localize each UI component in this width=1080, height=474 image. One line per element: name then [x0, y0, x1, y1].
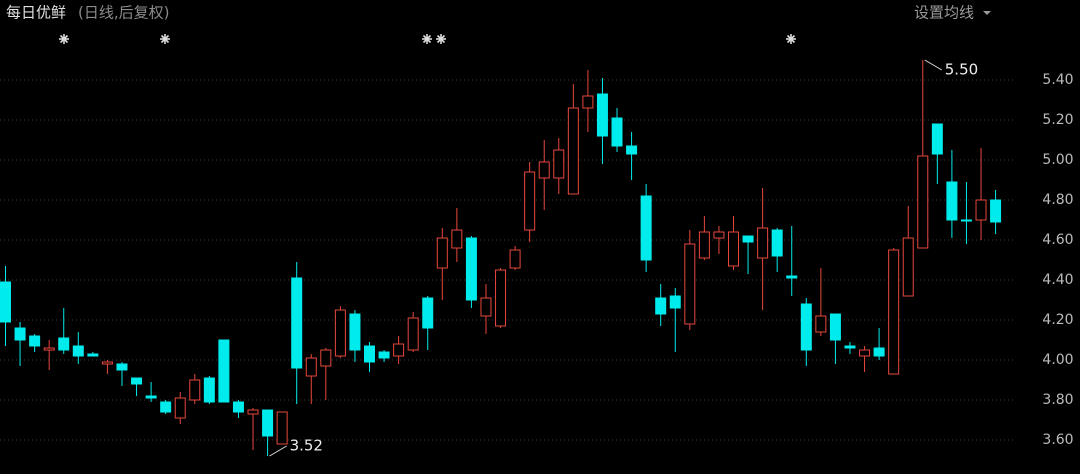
- y-tick-label: 4.60: [1042, 232, 1073, 248]
- candle-body: [203, 377, 215, 403]
- candle-body: [262, 409, 274, 437]
- candle-body: [698, 231, 710, 259]
- candle-body: [553, 149, 565, 179]
- candle-body: [393, 343, 405, 357]
- candle-body: [655, 297, 667, 315]
- candle-body: [582, 95, 594, 109]
- event-marker: [58, 33, 70, 45]
- candle-body: [538, 161, 550, 179]
- dropdown-arrow[interactable]: [983, 11, 991, 15]
- candle-body: [728, 231, 739, 267]
- annotation-label: 3.52: [290, 437, 323, 455]
- candle-body: [14, 327, 26, 341]
- candle-body: [931, 123, 943, 155]
- event-marker: [435, 33, 447, 45]
- candle-body: [29, 335, 41, 347]
- candle-body: [873, 347, 885, 357]
- candle-body: [72, 345, 84, 357]
- candle-body: [626, 145, 638, 155]
- candle-body: [349, 313, 361, 351]
- y-tick-label: 4.20: [1042, 312, 1073, 328]
- candle-body: [815, 315, 827, 333]
- candle-body: [480, 297, 492, 317]
- y-tick-label: 4.00: [1042, 352, 1073, 368]
- candle-body: [524, 171, 536, 231]
- candle-body: [946, 181, 958, 221]
- candle-body: [960, 219, 972, 222]
- ma-button[interactable]: 设置均线: [914, 4, 974, 22]
- candle-body: [567, 107, 579, 195]
- chart-subtitle: (日线,后复权): [78, 4, 169, 22]
- candle-body: [305, 357, 317, 377]
- candle-body: [58, 337, 70, 351]
- candle-body: [465, 237, 477, 301]
- candle-body: [451, 229, 463, 249]
- candle-body: [189, 379, 201, 401]
- candle-body: [640, 195, 652, 261]
- y-tick-label: 5.40: [1042, 72, 1073, 88]
- y-tick-label: 5.20: [1042, 112, 1073, 128]
- candle-body: [0, 281, 11, 323]
- candle-body: [859, 349, 871, 357]
- candle-body: [160, 401, 172, 413]
- candle-body: [844, 345, 856, 349]
- candle-body: [684, 243, 696, 325]
- chart-title: 每日优鲜: [6, 4, 66, 22]
- candle-body: [116, 363, 128, 371]
- candle-body: [422, 297, 434, 329]
- candle-body: [742, 235, 754, 243]
- candle-body: [276, 411, 288, 445]
- candle-body: [902, 237, 914, 297]
- y-tick-label: 4.80: [1042, 192, 1073, 208]
- candle-body: [888, 249, 900, 375]
- candle-body: [334, 309, 346, 357]
- event-marker: [159, 33, 171, 45]
- candle-body: [378, 351, 390, 359]
- candle-body: [757, 227, 769, 259]
- candle-body: [800, 303, 812, 351]
- candle-body: [771, 229, 783, 257]
- candle-body: [131, 377, 143, 385]
- candle-body: [174, 397, 186, 419]
- candle-body: [43, 347, 55, 351]
- candle-body: [990, 199, 1002, 223]
- candle-body: [291, 277, 303, 369]
- event-marker: [785, 33, 797, 45]
- candle-body: [495, 269, 507, 327]
- candle-body: [786, 275, 798, 279]
- annotation-arrow: [269, 445, 287, 457]
- event-marker: [421, 33, 433, 45]
- candle-body: [247, 409, 259, 415]
- candle-body: [218, 339, 230, 403]
- y-tick-label: 4.40: [1042, 272, 1073, 288]
- candle-body: [611, 117, 623, 147]
- candle-body: [713, 231, 725, 239]
- candle-body: [87, 353, 99, 357]
- candle-body: [436, 237, 448, 269]
- annotation-arrow: [924, 59, 943, 71]
- candle-body: [596, 93, 608, 137]
- y-tick-label: 3.60: [1042, 432, 1073, 448]
- candle-body: [364, 345, 375, 363]
- candle-body: [975, 199, 987, 221]
- y-tick-label: 5.00: [1042, 152, 1073, 168]
- candle-body: [829, 313, 841, 341]
- y-tick-label: 3.80: [1042, 392, 1073, 408]
- annotation-label: 5.50: [945, 61, 978, 79]
- candle-body: [232, 401, 244, 413]
- candle-body: [407, 317, 419, 351]
- candle-body: [320, 349, 332, 367]
- candle-body: [917, 155, 929, 249]
- candle-body: [669, 295, 681, 309]
- candle-body: [509, 249, 521, 269]
- candle-body: [101, 361, 113, 365]
- candle-body: [145, 395, 157, 399]
